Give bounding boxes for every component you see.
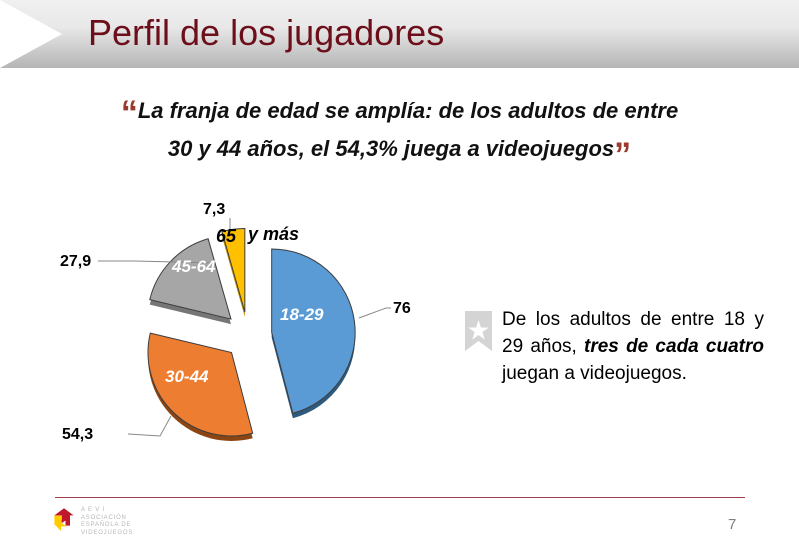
- svg-text:54,3: 54,3: [62, 426, 93, 443]
- svg-text:65: 65: [216, 226, 237, 246]
- svg-text:45-64: 45-64: [171, 257, 216, 276]
- svg-text:7,3: 7,3: [203, 201, 225, 218]
- svg-text:76: 76: [393, 300, 411, 317]
- svg-text:27,9: 27,9: [60, 253, 91, 270]
- svg-text:y más: y más: [247, 224, 299, 244]
- svg-text:30-44: 30-44: [165, 367, 209, 386]
- svg-text:18-29: 18-29: [280, 305, 324, 324]
